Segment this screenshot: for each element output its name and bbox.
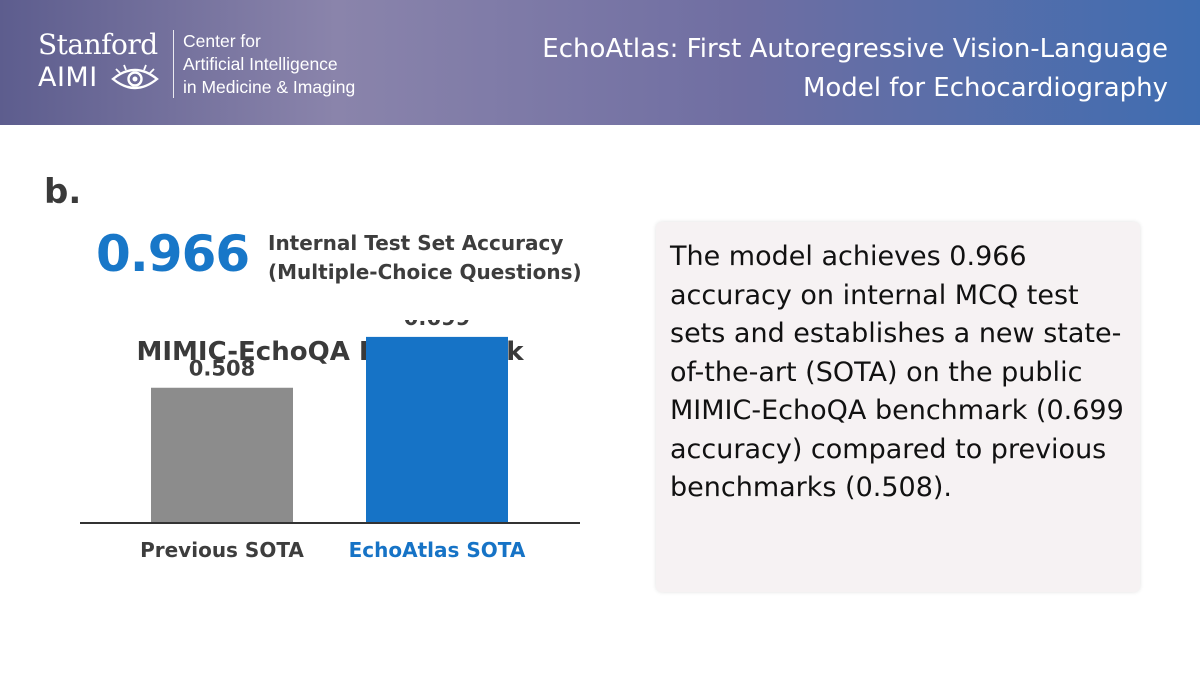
center-name: Center for Artificial Intelligence in Me… — [183, 30, 355, 99]
bar-1 — [366, 336, 508, 523]
eye-icon — [111, 64, 159, 90]
accuracy-metric-description: Internal Test Set Accuracy (Multiple-Cho… — [268, 229, 582, 287]
header-banner: Stanford AIMI Center for Artificial Inte… — [0, 0, 1200, 125]
logo-divider — [173, 30, 174, 98]
summary-text-box: The model achieves 0.966 accuracy on int… — [656, 222, 1140, 592]
summary-text: The model achieves 0.966 accuracy on int… — [670, 241, 1124, 503]
accuracy-metric-value: 0.966 — [96, 225, 250, 283]
bar-data-label-0: 0.508 — [189, 357, 255, 381]
bars-layer: 0.508 Previous SOTA 0.699 EchoAtlas SOTA — [140, 320, 526, 562]
logo-stanford-text: Stanford — [38, 28, 158, 61]
bar-data-label-1: 0.699 — [404, 320, 470, 330]
page-title-line: EchoAtlas: First Autoregressive Vision-L… — [542, 34, 1168, 64]
category-label-0: Previous SOTA — [140, 538, 304, 562]
metric-desc-line: Internal Test Set Accuracy — [268, 231, 564, 255]
center-name-line: Artificial Intelligence — [183, 54, 338, 74]
panel-label: b. — [44, 172, 82, 212]
center-name-line: Center for — [183, 31, 261, 51]
category-label-1: EchoAtlas SOTA — [349, 538, 526, 562]
metric-desc-line: (Multiple-Choice Questions) — [268, 260, 582, 284]
bar-0 — [151, 387, 293, 523]
logo-aimi-text: AIMI — [38, 62, 98, 93]
page-title: EchoAtlas: First Autoregressive Vision-L… — [468, 30, 1168, 108]
page-title-line: Model for Echocardiography — [802, 73, 1168, 103]
center-name-line: in Medicine & Imaging — [183, 77, 356, 97]
